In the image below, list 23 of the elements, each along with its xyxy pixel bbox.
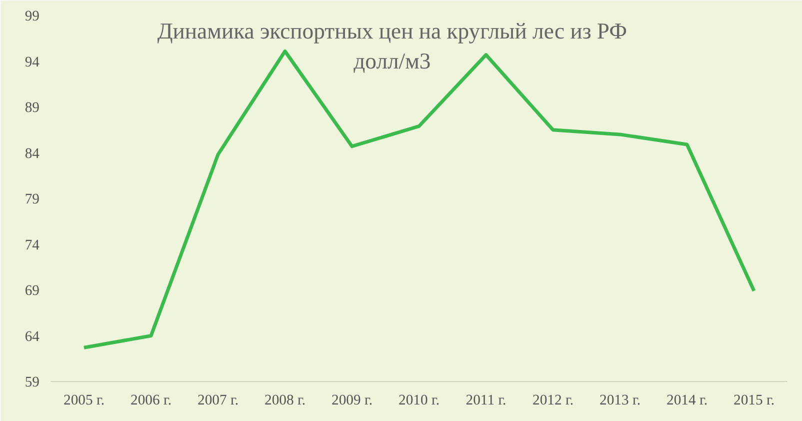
x-tick-label: 2006 г. [130,392,172,408]
y-tick-label: 64 [24,328,40,345]
y-tick-label: 99 [24,8,40,24]
chart-title: Динамика экспортных цен на круглый лес из РФ [157,18,628,44]
x-tick-label: 2009 г. [332,392,372,408]
y-tick-label: 69 [24,283,40,299]
y-tick-label: 74 [24,237,40,254]
line-series [82,49,756,350]
x-tick-label: 2011 г. [466,392,506,408]
y-tick-label: 79 [24,192,40,208]
y-tick-label: 89 [24,100,40,116]
x-tick-label: 2010 г. [398,392,440,408]
y-tick-label: 84 [24,146,40,162]
x-tick-label: 2015 г. [734,392,774,408]
x-tick-label: 2014 г. [666,392,708,408]
x-tick-label: 2013 г. [600,392,640,408]
y-tick-label: 94 [24,54,40,70]
x-tick-label: 2008 г. [264,392,306,408]
x-tick-label: 2012 г. [532,392,574,408]
x-tick-label: 2005 г. [64,392,104,408]
x-tick-label: 2007 г. [198,392,238,408]
y-tick-label: 59 [24,374,40,390]
text: долл/м3 [354,48,431,74]
